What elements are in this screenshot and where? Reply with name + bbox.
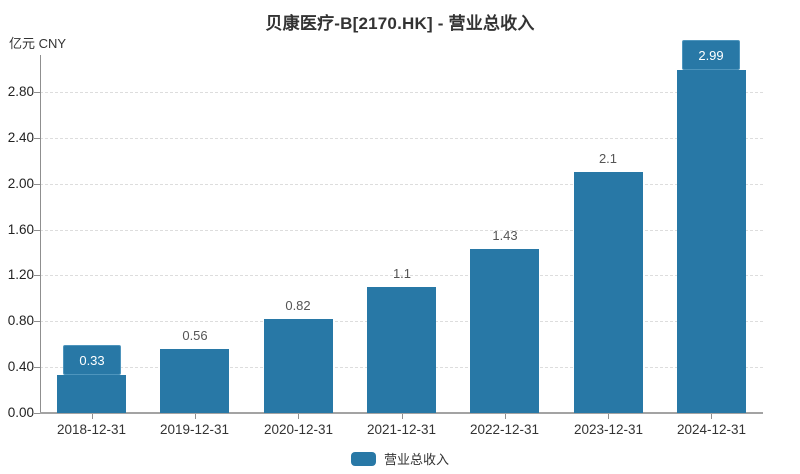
x-axis-label: 2021-12-31 [366,422,437,437]
x-axis-label: 2024-12-31 [676,422,747,437]
x-axis-tick [505,414,506,419]
y-axis-tick [34,230,40,231]
x-axis-label: 2022-12-31 [469,422,540,437]
x-axis-tick [298,414,299,419]
bar-2023-12-31[interactable] [574,172,643,413]
y-axis-tick [34,92,40,93]
bar-2019-12-31[interactable] [160,349,229,413]
legend-label[interactable]: 营业总收入 [383,452,449,467]
x-axis-tick [195,414,196,419]
y-tick-label: 2.00 [7,176,34,191]
bar-2022-12-31[interactable] [470,249,539,413]
y-tick-label: 0.80 [7,313,34,328]
bar-2021-12-31[interactable] [367,287,436,413]
x-axis-label: 2019-12-31 [159,422,230,437]
x-axis-label: 2023-12-31 [573,422,644,437]
bar-value-badge: 2.99 [682,40,740,70]
x-axis-tick [92,414,93,419]
y-tick-label: 2.80 [7,84,34,99]
y-tick-label: 1.20 [7,267,34,282]
y-axis-tick [34,138,40,139]
x-axis-tick [711,414,712,419]
y-axis-line [40,55,41,413]
legend-swatch-icon[interactable] [350,451,376,466]
x-axis-line [40,412,763,414]
legend[interactable]: 营业总收入 [0,449,800,468]
bar-value-badge: 0.33 [63,345,121,375]
y-axis-tick [34,275,40,276]
y-tick-label: 2.40 [7,130,34,145]
bar-value-label: 1.43 [492,228,518,243]
gridline [40,138,763,139]
y-axis-tick [34,321,40,322]
chart-title: 贝康医疗-B[2170.HK] - 营业总收入 [265,14,535,33]
bar-value-label: 2.1 [598,151,618,166]
bar-value-label: 1.1 [392,266,412,281]
gridline [40,92,763,93]
x-axis-tick [608,414,609,419]
bar-2020-12-31[interactable] [264,319,333,413]
y-axis-tick [34,413,40,414]
y-axis-tick [34,367,40,368]
bar-2024-12-31[interactable] [677,70,746,413]
bar-2018-12-31[interactable] [57,375,126,413]
gridline [40,230,763,231]
y-axis-unit-label: 亿元 CNY [9,36,67,51]
x-axis-label: 2020-12-31 [263,422,334,437]
bar-value-label: 0.56 [182,328,208,343]
y-tick-label: 0.40 [7,359,34,374]
y-tick-label: 0.00 [7,405,34,420]
y-axis-tick [34,184,40,185]
gridline [40,184,763,185]
x-axis-label: 2018-12-31 [56,422,127,437]
bar-value-label: 0.82 [285,298,311,313]
gridline [40,275,763,276]
x-axis-tick [402,414,403,419]
y-tick-label: 1.60 [7,222,34,237]
